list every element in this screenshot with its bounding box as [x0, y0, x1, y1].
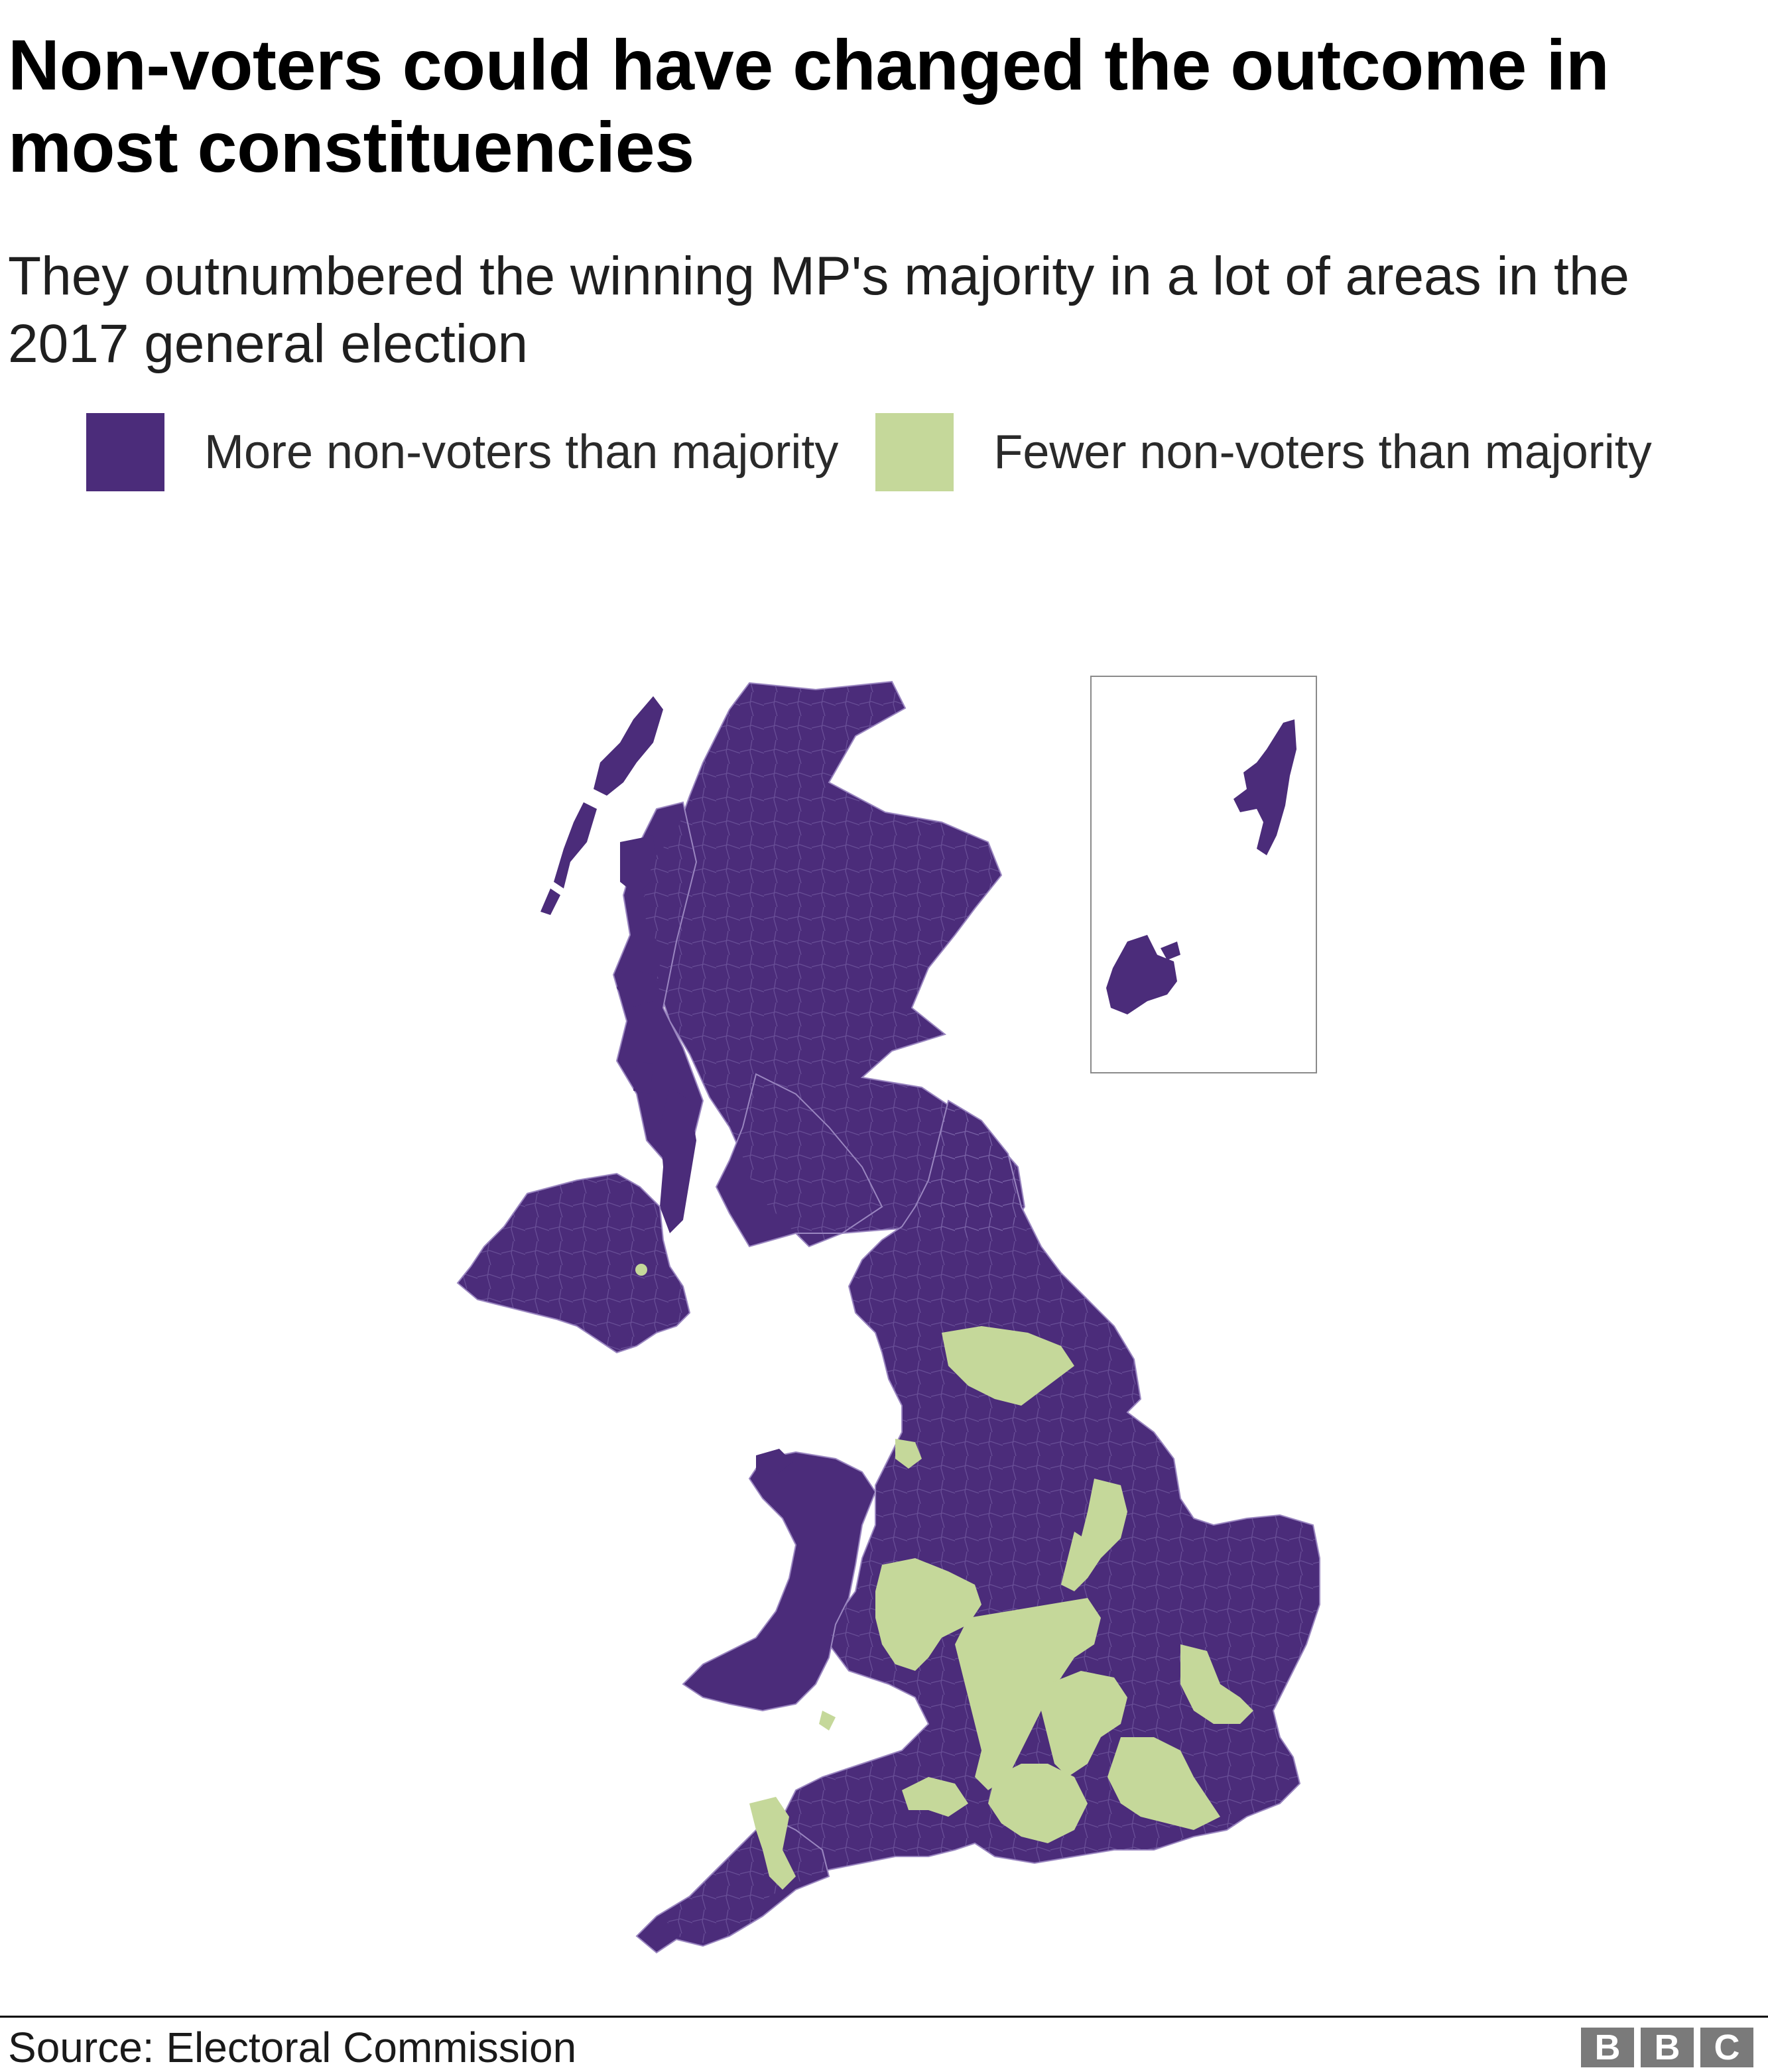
- western-isles: [540, 696, 663, 915]
- chart-title: Non-voters could have changed the outcom…: [8, 25, 1610, 187]
- hampshire-area: [988, 1764, 1088, 1843]
- fewer-non-voters-areas: [749, 1326, 1253, 1890]
- legend-swatch-more: [86, 413, 164, 491]
- bbc-logo-b2: B: [1641, 2028, 1694, 2067]
- legend: More non-voters than majority Fewer non-…: [86, 412, 1689, 492]
- legend-item-fewer: Fewer non-voters than majority: [875, 413, 1652, 491]
- bbc-logo-b1: B: [1581, 2028, 1634, 2067]
- legend-label-fewer: Fewer non-voters than majority: [993, 426, 1652, 479]
- shetland-islands: [1233, 719, 1296, 855]
- cotswolds-area: [1041, 1671, 1127, 1777]
- devon-north-area: [749, 1797, 796, 1890]
- midlands-south-area: [955, 1598, 1101, 1790]
- constituency-boundaries: [458, 682, 1320, 1943]
- orkney-islands: [1106, 935, 1180, 1014]
- inner-hebrides: [617, 835, 657, 1094]
- wales-region: [682, 1451, 877, 1712]
- north-yorkshire-dales-area: [942, 1326, 1074, 1406]
- kintyre-peninsula: [660, 1087, 696, 1233]
- bristol-area: [819, 1711, 836, 1731]
- home-counties-area: [1107, 1737, 1220, 1830]
- legend-label-more: More non-voters than majority: [204, 426, 839, 479]
- midlands-west-area: [875, 1558, 981, 1671]
- orkney-shetland-inset-frame: [1090, 676, 1317, 1073]
- east-midlands-area: [1061, 1532, 1094, 1591]
- legend-swatch-fewer: [875, 413, 954, 491]
- chart-subtitle: They outnumbered the winning MP's majori…: [8, 246, 1630, 374]
- bbc-logo-c: C: [1700, 2028, 1753, 2067]
- legend-item-more: More non-voters than majority: [86, 413, 838, 491]
- source-note: Source: Electoral Commission: [8, 2024, 577, 2071]
- lancashire-coast-area: [895, 1439, 922, 1469]
- footer-divider: [0, 2016, 1768, 2018]
- essex-kent-area: [1180, 1644, 1253, 1724]
- bbc-logo: B B C: [1574, 2028, 1753, 2067]
- yorkshire-small-area: [1007, 1386, 1021, 1399]
- wiltshire-area: [902, 1777, 968, 1817]
- anglesey: [756, 1449, 792, 1475]
